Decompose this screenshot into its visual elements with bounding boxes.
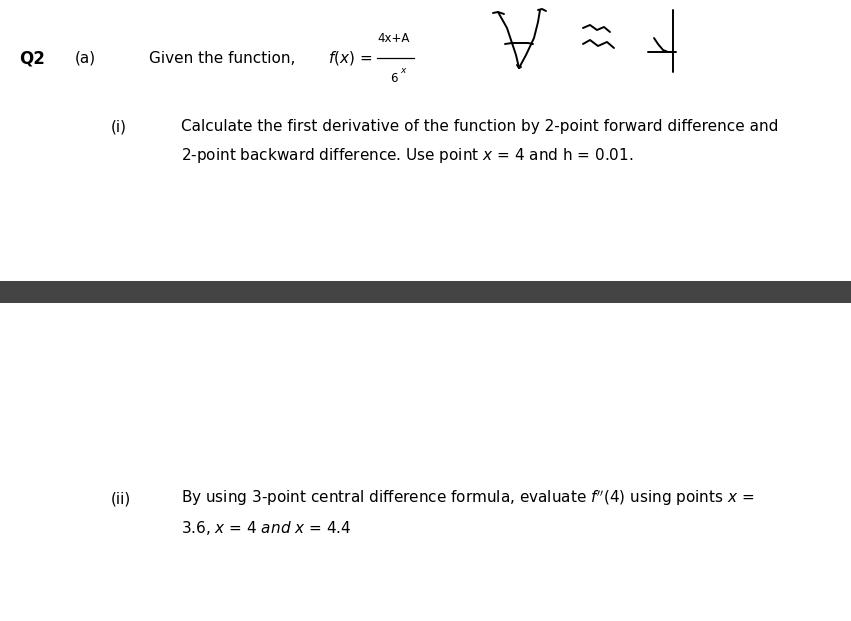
Text: 3.6, $x$ = 4 $and$ $x$ = 4.4: 3.6, $x$ = 4 $and$ $x$ = 4.4: [181, 519, 351, 537]
Text: x: x: [400, 66, 405, 75]
Text: 6: 6: [390, 72, 397, 85]
Text: By using 3-point central difference formula, evaluate $f''$(4) using points $x$ : By using 3-point central difference form…: [181, 489, 755, 509]
Text: (a): (a): [75, 51, 96, 66]
Bar: [0, 281, 851, 303]
Text: $f(x)$ =: $f(x)$ =: [328, 50, 372, 67]
Text: Calculate the first derivative of the function by 2-point forward difference and: Calculate the first derivative of the fu…: [181, 119, 779, 134]
Text: (i): (i): [111, 119, 127, 134]
Text: Given the function,: Given the function,: [149, 51, 300, 66]
Text: 4x+A: 4x+A: [378, 32, 410, 45]
Text: Q2: Q2: [19, 50, 44, 67]
Text: (ii): (ii): [111, 491, 131, 506]
Text: 2-point backward difference. Use point $x$ = 4 and h = 0.01.: 2-point backward difference. Use point $…: [181, 147, 634, 165]
